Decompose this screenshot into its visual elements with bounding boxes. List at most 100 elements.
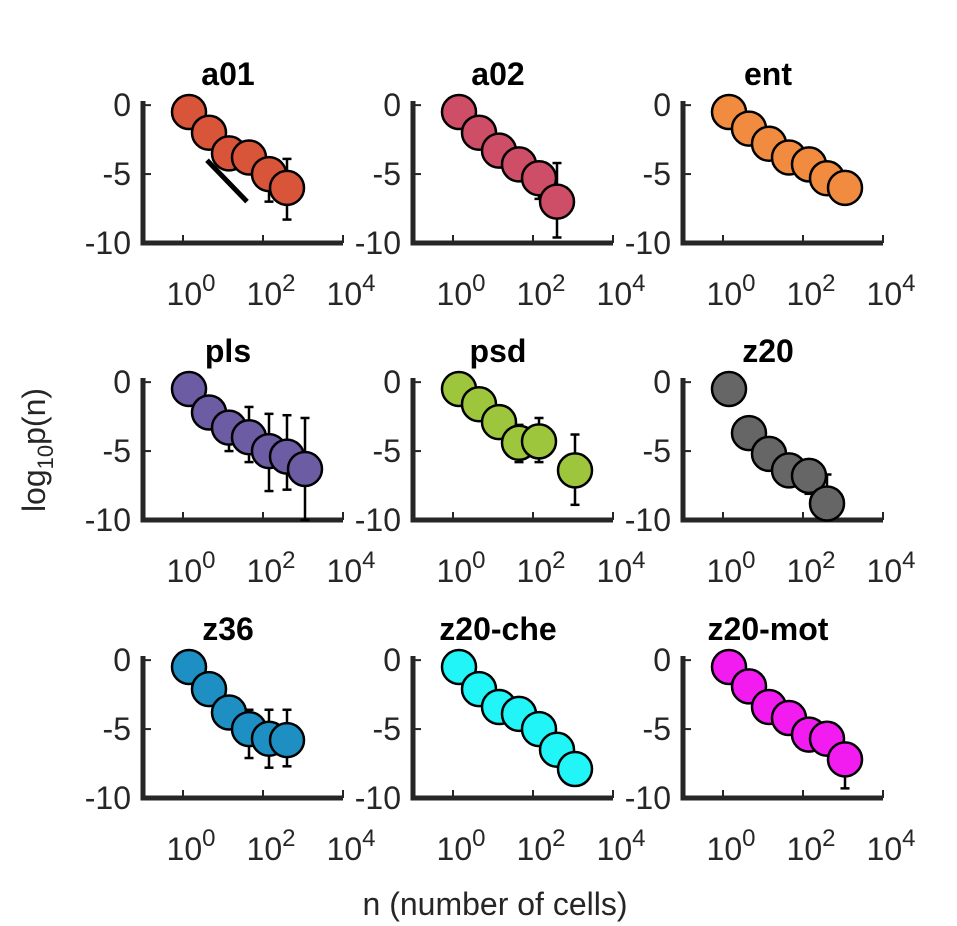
x-axis-title: n (number of cells) <box>363 886 628 922</box>
y-tick-label: -10 <box>355 780 401 816</box>
panel-title: z36 <box>202 611 254 647</box>
x-tick-base: 10 <box>327 553 363 589</box>
x-tick-exponent: 2 <box>552 270 565 297</box>
data-point <box>520 423 558 460</box>
x-tick-base: 10 <box>247 831 283 867</box>
y-tick-label: -5 <box>103 711 131 747</box>
panel-title: a02 <box>471 56 524 92</box>
data-point <box>790 457 828 495</box>
x-tick-base: 10 <box>167 553 203 589</box>
x-tick-exponent: 4 <box>632 825 645 852</box>
x-tick-base: 10 <box>247 276 283 312</box>
x-tick-exponent: 4 <box>362 825 375 852</box>
y-tick-label: -5 <box>373 711 401 747</box>
y-tick-label: -5 <box>373 156 401 192</box>
x-tick-exponent: 0 <box>742 547 755 574</box>
x-tick-exponent: 2 <box>282 825 295 852</box>
x-tick-label: 102 <box>247 825 296 867</box>
y-tick-label: -10 <box>355 225 401 261</box>
y-tick-label: -10 <box>625 225 671 261</box>
x-tick-label: 104 <box>327 547 376 589</box>
y-tick-label: -10 <box>355 502 401 538</box>
y-axis-title-subscript: 10 <box>33 445 58 469</box>
x-tick-base: 10 <box>437 831 473 867</box>
x-tick-base: 10 <box>707 276 743 312</box>
x-tick-label: 102 <box>517 547 566 589</box>
x-tick-label: 102 <box>517 270 566 312</box>
x-tick-base: 10 <box>867 276 903 312</box>
panel-title: a01 <box>201 56 254 92</box>
x-tick-label: 104 <box>867 825 916 867</box>
x-tick-exponent: 0 <box>742 270 755 297</box>
y-tick-label: -10 <box>85 225 131 261</box>
x-tick-label: 100 <box>707 825 756 867</box>
x-tick-base: 10 <box>437 553 473 589</box>
x-tick-label: 104 <box>597 270 646 312</box>
panel-title: psd <box>470 333 527 369</box>
x-tick-label: 100 <box>437 825 486 867</box>
y-tick-label: -5 <box>643 433 671 469</box>
panel-title: z20-mot <box>708 611 829 647</box>
x-tick-exponent: 2 <box>552 547 565 574</box>
y-tick-label: -10 <box>625 780 671 816</box>
y-axis-title-tail: p(n) <box>16 388 52 445</box>
y-tick-label: -10 <box>625 502 671 538</box>
x-tick-exponent: 2 <box>822 547 835 574</box>
x-tick-base: 10 <box>517 831 553 867</box>
fit-line <box>205 158 249 204</box>
x-tick-exponent: 0 <box>742 825 755 852</box>
y-axis-title-main: log <box>16 469 52 512</box>
y-tick-label: 0 <box>383 642 401 678</box>
data-point <box>556 750 594 788</box>
x-tick-label: 104 <box>597 825 646 867</box>
x-tick-base: 10 <box>247 553 283 589</box>
x-tick-base: 10 <box>517 276 553 312</box>
panel-title: pls <box>205 333 251 369</box>
data-point <box>710 370 748 408</box>
y-tick-label: 0 <box>383 87 401 123</box>
x-tick-exponent: 2 <box>822 825 835 852</box>
x-tick-label: 104 <box>867 270 916 312</box>
x-tick-label: 104 <box>327 825 376 867</box>
y-tick-label: -5 <box>103 156 131 192</box>
x-tick-label: 102 <box>247 270 296 312</box>
y-tick-label: -5 <box>373 433 401 469</box>
x-tick-exponent: 0 <box>472 270 485 297</box>
y-tick-label: -10 <box>85 502 131 538</box>
x-tick-label: 102 <box>517 825 566 867</box>
x-tick-base: 10 <box>437 276 473 312</box>
x-tick-label: 100 <box>167 825 216 867</box>
x-tick-exponent: 2 <box>282 547 295 574</box>
x-tick-label: 100 <box>707 547 756 589</box>
x-tick-base: 10 <box>787 276 823 312</box>
x-tick-label: 102 <box>787 825 836 867</box>
y-tick-label: -5 <box>643 156 671 192</box>
x-tick-exponent: 2 <box>552 825 565 852</box>
x-tick-base: 10 <box>597 276 633 312</box>
x-tick-base: 10 <box>517 553 553 589</box>
panel-title: z20 <box>742 333 794 369</box>
y-tick-label: 0 <box>653 642 671 678</box>
data-point <box>826 741 864 778</box>
x-tick-base: 10 <box>597 831 633 867</box>
x-tick-exponent: 4 <box>902 825 915 852</box>
y-tick-label: 0 <box>383 364 401 400</box>
x-tick-exponent: 4 <box>362 270 375 297</box>
x-tick-label: 104 <box>327 270 376 312</box>
panel-title: z20-che <box>439 611 556 647</box>
x-tick-exponent: 0 <box>202 825 215 852</box>
y-tick-label: -5 <box>103 433 131 469</box>
x-tick-base: 10 <box>867 831 903 867</box>
y-tick-label: 0 <box>113 364 131 400</box>
x-tick-label: 100 <box>437 547 486 589</box>
panel-title: ent <box>744 56 792 92</box>
x-tick-exponent: 2 <box>822 270 835 297</box>
data-point <box>556 452 594 489</box>
